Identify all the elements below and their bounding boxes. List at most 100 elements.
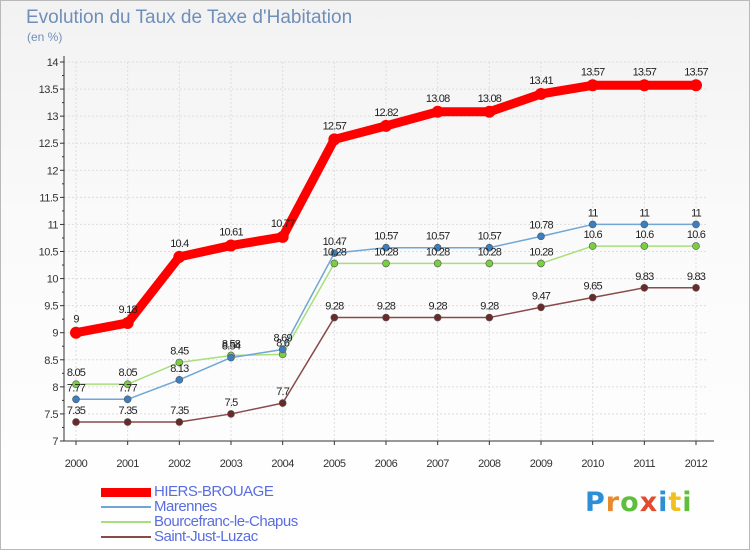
data-point — [692, 283, 700, 292]
data-label: 7.77 — [119, 382, 138, 394]
data-label: 10.57 — [426, 231, 450, 243]
data-point — [485, 259, 494, 268]
legend-swatch — [101, 521, 151, 523]
data-label: 8.05 — [67, 367, 86, 379]
data-label: 9.83 — [687, 271, 706, 283]
x-tick-label: 2007 — [426, 458, 449, 470]
data-point — [535, 87, 547, 100]
x-tick-label: 2011 — [634, 458, 656, 470]
data-point — [382, 313, 390, 322]
data-label: 7.5 — [225, 397, 239, 409]
data-point — [175, 418, 184, 426]
data-point — [483, 105, 496, 118]
data-point — [173, 250, 186, 263]
data-label: 10.6 — [635, 229, 654, 241]
data-label: 8.69 — [274, 332, 293, 344]
logo-letter: r — [605, 487, 621, 518]
legend-swatch — [101, 487, 151, 497]
data-point — [225, 239, 237, 252]
y-tick-label: 11 — [48, 219, 59, 231]
logo-letter: o — [620, 487, 640, 518]
data-point — [537, 303, 545, 312]
axes: 7 7.5 8 8.5 9 9.5 10 10.5 11 11.5 12 12.5 13 13.5 14 20… — [39, 56, 714, 470]
data-label: 11 — [691, 207, 702, 219]
data-label: 11 — [588, 207, 599, 219]
legend-swatch — [101, 536, 151, 538]
data-label: 13.08 — [478, 93, 502, 105]
data-point — [588, 293, 597, 302]
data-point — [433, 313, 442, 322]
data-point — [433, 259, 442, 268]
data-label: 10.57 — [374, 231, 398, 243]
data-point — [121, 316, 134, 329]
data-label: 13.08 — [426, 93, 450, 105]
logo-letter: i — [658, 487, 669, 518]
data-point — [72, 395, 80, 404]
data-label: 9.28 — [377, 301, 396, 313]
data-label: 9.47 — [532, 290, 551, 302]
data-label: 10.47 — [323, 236, 347, 248]
data-label: 10.6 — [584, 229, 603, 241]
data-label: 13.41 — [529, 75, 553, 87]
data-label: 7.35 — [170, 405, 189, 417]
data-point — [330, 249, 339, 257]
x-tick-label: 2003 — [220, 458, 243, 470]
data-point — [72, 380, 80, 388]
data-point — [278, 399, 287, 407]
data-label: 8.13 — [170, 363, 189, 375]
chart-title: Evolution du Taux de Taxe d'Habitation — [26, 7, 353, 28]
data-label: 10.6 — [687, 229, 706, 241]
data-point — [431, 105, 444, 118]
data-point — [588, 242, 597, 250]
data-point — [70, 326, 82, 339]
data-label: 8.58 — [222, 338, 241, 350]
legend-label: HIERS-BROUAGE — [154, 483, 274, 500]
data-label: 11 — [639, 207, 650, 219]
data-label: 10.28 — [374, 246, 398, 258]
data-point — [278, 345, 287, 354]
data-point — [123, 395, 132, 404]
logo-letter: i — [682, 487, 693, 518]
data-label: 7.77 — [67, 382, 86, 394]
data-label: 13.57 — [684, 66, 708, 78]
data-label: 7.35 — [119, 405, 138, 417]
data-point — [123, 418, 132, 426]
y-tick-label: 7.5 — [44, 409, 58, 421]
x-tick-label: 2008 — [478, 458, 501, 470]
y-tick-label: 12.5 — [39, 138, 59, 150]
data-point — [690, 79, 702, 92]
data-labels: 7.35 7.35 7.35 7.5 7.7 9.28 9.28 9.28 9.28 9.47 9.… — [67, 66, 709, 417]
data-point — [175, 376, 184, 384]
x-tick-label: 2010 — [581, 458, 604, 470]
legend-swatch — [101, 506, 151, 508]
x-tick-label: 2005 — [323, 458, 346, 470]
data-label: 10.57 — [478, 231, 502, 243]
data-label: 8.54 — [222, 341, 241, 353]
data-label: 10.61 — [219, 227, 243, 239]
data-point — [227, 410, 235, 418]
data-label: 9.65 — [584, 281, 603, 293]
data-label: 10.28 — [478, 246, 502, 258]
data-label: 8.05 — [119, 367, 138, 379]
y-tick-label: 10.5 — [39, 247, 59, 259]
y-tick-label: 12 — [47, 165, 59, 177]
legend-label: Marennes — [154, 498, 217, 515]
y-tick-label: 11.5 — [39, 192, 58, 204]
data-point — [433, 243, 442, 252]
data-point — [640, 242, 649, 250]
x-tick-label: 2001 — [116, 458, 139, 470]
data-point — [328, 133, 341, 146]
data-point — [485, 243, 494, 252]
data-label: 7.35 — [67, 405, 86, 417]
data-label: 10.28 — [529, 246, 553, 258]
data-point — [276, 230, 289, 243]
data-point — [586, 79, 599, 92]
data-label: 13.57 — [633, 66, 657, 78]
data-point — [380, 119, 392, 132]
y-tick-label: 8 — [52, 382, 58, 394]
x-tick-label: 2002 — [168, 458, 191, 470]
series-markers — [70, 79, 702, 426]
y-tick-label: 9 — [52, 328, 58, 340]
